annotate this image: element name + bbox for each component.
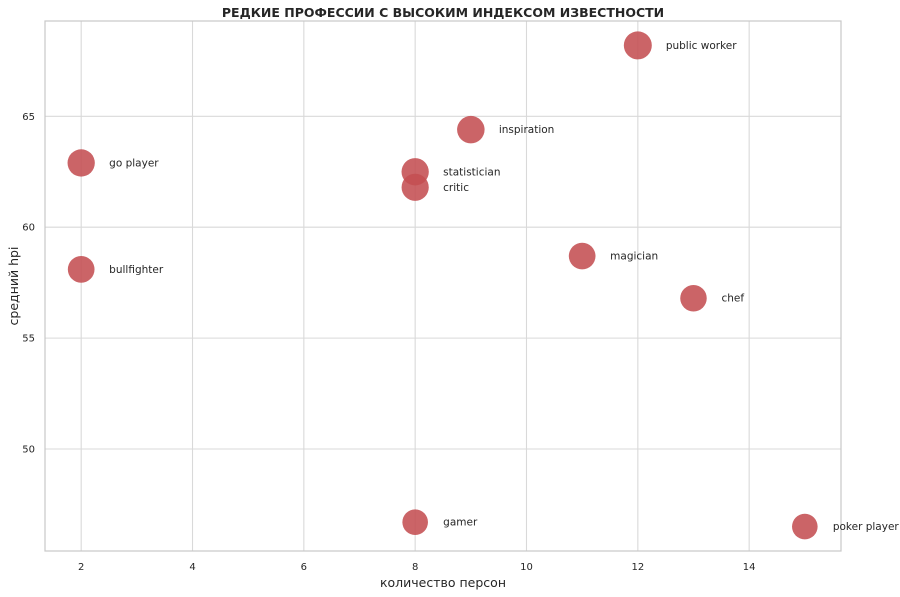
data-point xyxy=(401,173,429,201)
data-point xyxy=(623,31,652,60)
x-tick-label: 14 xyxy=(743,562,756,573)
point-label: gamer xyxy=(443,517,478,529)
x-axis-label: количество персон xyxy=(380,575,506,590)
data-point xyxy=(67,256,95,283)
plot-frame xyxy=(44,20,842,552)
x-tick-label: 2 xyxy=(78,562,84,573)
data-point xyxy=(792,513,818,540)
point-label: statistician xyxy=(443,166,500,178)
point-label: go player xyxy=(109,157,159,169)
x-tick-label: 8 xyxy=(412,562,418,573)
data-point xyxy=(680,284,707,312)
y-tick-label: 50 xyxy=(22,444,35,455)
y-axis-label: средний hpi xyxy=(6,247,21,326)
chart-title: РЕДКИЕ ПРОФЕССИИ С ВЫСОКИМ ИНДЕКСОМ ИЗВЕ… xyxy=(222,5,664,20)
tick-labels: 2 4 6 8 10 12 14 50 55 60 65 xyxy=(22,112,755,573)
y-tick-label: 65 xyxy=(22,112,35,123)
point-label: poker player xyxy=(833,521,900,533)
point-label: chef xyxy=(721,293,744,305)
x-tick-label: 12 xyxy=(631,562,644,573)
grid xyxy=(45,21,841,551)
data-point xyxy=(457,115,485,144)
data-point xyxy=(568,242,596,270)
x-tick-label: 6 xyxy=(301,562,307,573)
point-label: public worker xyxy=(666,40,737,52)
point-label: inspiration xyxy=(499,124,555,136)
point-label: critic xyxy=(443,182,469,194)
y-tick-label: 55 xyxy=(22,334,35,345)
data-point xyxy=(67,149,95,177)
data-point xyxy=(402,509,428,535)
y-tick-label: 60 xyxy=(22,223,35,234)
point-label: magician xyxy=(610,251,658,263)
points: public worker inspiration go player statist… xyxy=(67,31,900,540)
x-tick-label: 10 xyxy=(520,562,533,573)
point-label: bullfighter xyxy=(109,264,164,276)
x-tick-label: 4 xyxy=(189,562,195,573)
